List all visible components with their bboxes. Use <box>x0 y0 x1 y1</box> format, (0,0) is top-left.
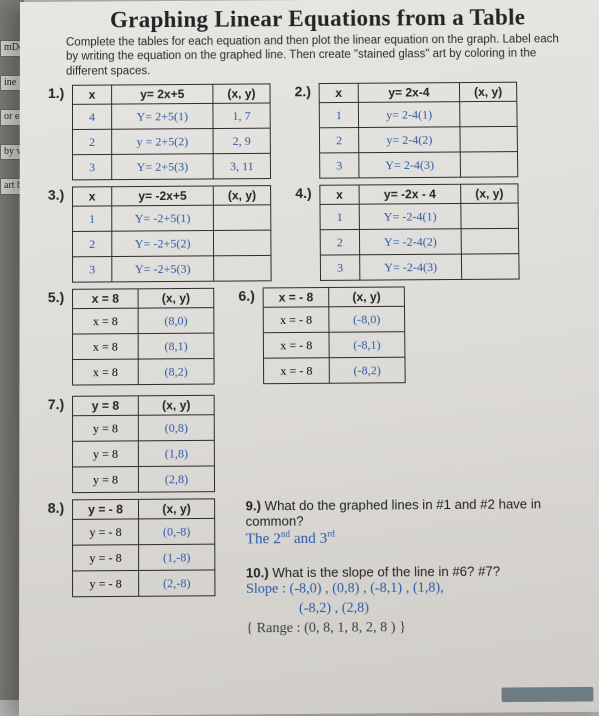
table-7: y = 8 (x, y) y = 8(0,8) y = 8(1,8) y = 8… <box>72 395 215 493</box>
problem-4: 4.) x y= -2x - 4 (x, y) 1 Y= -2-4(1) 2 Y… <box>295 183 519 281</box>
answer-10: Slope : (-8,0) , (0,8) , (-8,1) , (1,8),… <box>246 578 597 639</box>
table-8: y = - 8 (x, y) y = - 8(0,-8) y = - 8(1,-… <box>72 498 215 597</box>
instructions: Complete the tables for each equation an… <box>66 32 562 79</box>
problem-5: 5.) x = 8 (x, y) x = 8(8,0) x = 8(8,1) x… <box>48 288 215 386</box>
question-10: 10.) What is the slope of the line in #6… <box>246 563 597 640</box>
table-3: x y= -2x+5 (x, y) 1 Y= -2+5(1) 2 Y= -2+5… <box>72 185 272 283</box>
problem-3: 3.) x y= -2x+5 (x, y) 1 Y= -2+5(1) 2 Y= … <box>48 185 272 283</box>
problem-8: 8.) y = - 8 (x, y) y = - 8(0,-8) y = - 8… <box>48 498 216 597</box>
problem-2: 2.) x y= 2x-4 (x, y) 1 y= 2-4(1) 2 y= 2-… <box>295 82 519 179</box>
table-2: x y= 2x-4 (x, y) 1 y= 2-4(1) 2 y= 2-4(2)… <box>319 82 519 179</box>
problem-6: 6.) x = - 8 (x, y) x = - 8(-8,0) x = - 8… <box>238 287 405 385</box>
table-1: x y= 2x+5 (x, y) 4 Y= 2+5(1) 1, 7 2 y = … <box>72 84 271 181</box>
table-5: x = 8 (x, y) x = 8(8,0) x = 8(8,1) x = 8… <box>72 288 215 386</box>
answer-9: The 2nd and 3rd <box>246 531 335 548</box>
table-6: x = - 8 (x, y) x = - 8(-8,0) x = - 8(-8,… <box>263 287 406 385</box>
question-9: 9.) What do the graphed lines in #1 and … <box>246 496 596 549</box>
worksheet-page: Graphing Linear Equations from a Table C… <box>19 0 599 716</box>
problem-1: 1.) x y= 2x+5 (x, y) 4 Y= 2+5(1) 1, 7 2 … <box>48 84 271 181</box>
table-4: x y= -2x - 4 (x, y) 1 Y= -2-4(1) 2 Y= -2… <box>319 183 519 281</box>
page-title: Graphing Linear Equations from a Table <box>48 4 587 34</box>
problem-7: 7.) y = 8 (x, y) y = 8(0,8) y = 8(1,8) y… <box>48 395 215 494</box>
